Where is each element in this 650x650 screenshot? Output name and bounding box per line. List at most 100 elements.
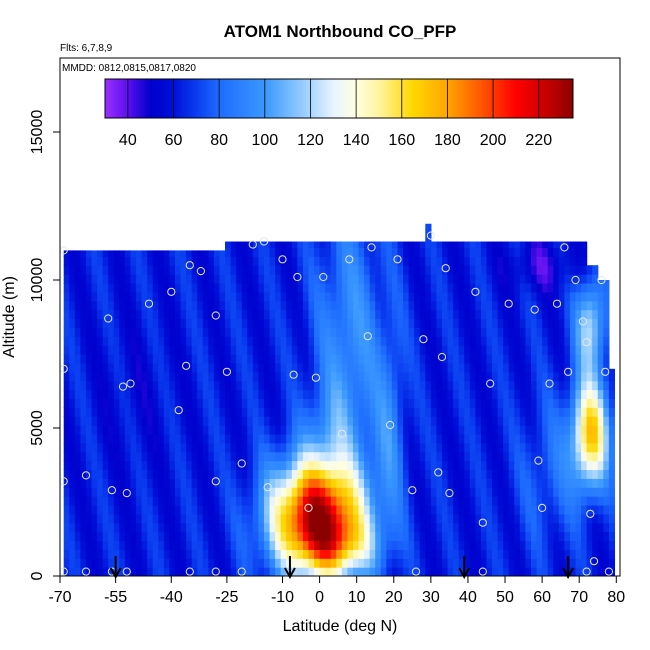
field-cell [147, 425, 154, 435]
field-cell [258, 318, 265, 328]
colorbar-swatch [218, 79, 222, 118]
field-cell [369, 282, 376, 293]
field-cell [247, 540, 254, 550]
colorbar-swatch [477, 79, 480, 118]
field-cell [347, 371, 354, 382]
field-cell [586, 522, 593, 533]
field-cell [69, 487, 76, 497]
field-cell [91, 345, 98, 355]
field-cell [453, 522, 460, 533]
field-cell [308, 407, 315, 417]
field-cell [297, 558, 304, 568]
field-cell [124, 327, 132, 337]
field-cell [63, 540, 70, 550]
field-cell [136, 531, 143, 542]
field-cell [441, 549, 449, 559]
field-cell [308, 389, 315, 399]
field-cell [130, 558, 137, 568]
field-cell [119, 250, 126, 257]
field-cell [475, 274, 482, 284]
field-cell [603, 442, 610, 453]
field-cell [119, 256, 126, 266]
field-cell [191, 389, 198, 399]
colorbar-swatch [252, 79, 255, 118]
field-cell [569, 265, 577, 275]
flight-arrow [562, 556, 574, 580]
field-cell [575, 433, 582, 444]
field-cell [358, 282, 365, 293]
field-cell [530, 487, 538, 497]
field-cell [286, 354, 293, 364]
field-cell [397, 345, 404, 355]
field-cell [492, 309, 499, 320]
field-cell [325, 389, 332, 399]
field-cell [69, 496, 76, 506]
field-cell [314, 265, 321, 275]
field-cell [330, 513, 337, 524]
field-cell [286, 300, 293, 311]
field-cell [213, 362, 221, 373]
field-cell [252, 282, 260, 293]
field-cell [441, 460, 449, 471]
field-cell [603, 380, 610, 391]
field-cell [85, 531, 93, 542]
field-cell [297, 469, 304, 479]
field-cell [592, 487, 599, 497]
field-cell [408, 451, 415, 462]
colorbar-swatch [142, 79, 146, 118]
field-cell [186, 451, 193, 462]
field-cell [569, 247, 577, 257]
field-cell [547, 487, 554, 497]
field-cell [275, 451, 282, 462]
field-cell [130, 300, 137, 311]
field-cell [113, 291, 120, 302]
field-cell [453, 407, 460, 417]
field-cell [508, 496, 515, 506]
x-tick-label: -10 [271, 589, 294, 606]
field-cell [291, 291, 298, 302]
field-cell [492, 318, 499, 328]
field-cell [236, 522, 243, 533]
field-cell [425, 345, 432, 355]
field-cell [514, 531, 521, 542]
colorbar-swatch [149, 79, 153, 118]
colorbar-swatch [227, 79, 231, 118]
field-cell [397, 265, 404, 275]
field-cell [508, 504, 515, 515]
field-cell [369, 496, 376, 506]
field-cell [141, 460, 148, 471]
field-cell [581, 265, 588, 275]
field-cell [152, 513, 159, 524]
field-cell [547, 567, 554, 576]
field-cell [369, 389, 376, 399]
field-cell [530, 241, 538, 249]
field-cell [174, 354, 182, 364]
field-cell [319, 425, 326, 435]
field-cell [80, 558, 87, 568]
field-cell [503, 380, 510, 391]
field-cell [197, 354, 204, 364]
field-cell [575, 247, 582, 257]
field-cell [102, 318, 109, 328]
field-cell [542, 247, 549, 257]
y-tick-label: 5000 [29, 410, 46, 446]
field-cell [180, 256, 187, 266]
field-cell [464, 265, 471, 275]
field-cell [430, 300, 438, 311]
field-cell [141, 487, 148, 497]
field-cell [247, 522, 254, 533]
field-cell [269, 433, 276, 444]
field-cell [163, 336, 170, 346]
field-cell [547, 300, 554, 311]
field-cell [397, 416, 404, 426]
field-cell [252, 425, 260, 435]
field-cell [141, 274, 148, 284]
field-cell [180, 371, 187, 382]
field-cell [547, 433, 554, 444]
field-cell [408, 487, 415, 497]
field-cell [286, 513, 293, 524]
field-cell [297, 336, 304, 346]
sample-point [196, 267, 205, 276]
field-cell [308, 309, 315, 320]
field-cell [85, 354, 93, 364]
